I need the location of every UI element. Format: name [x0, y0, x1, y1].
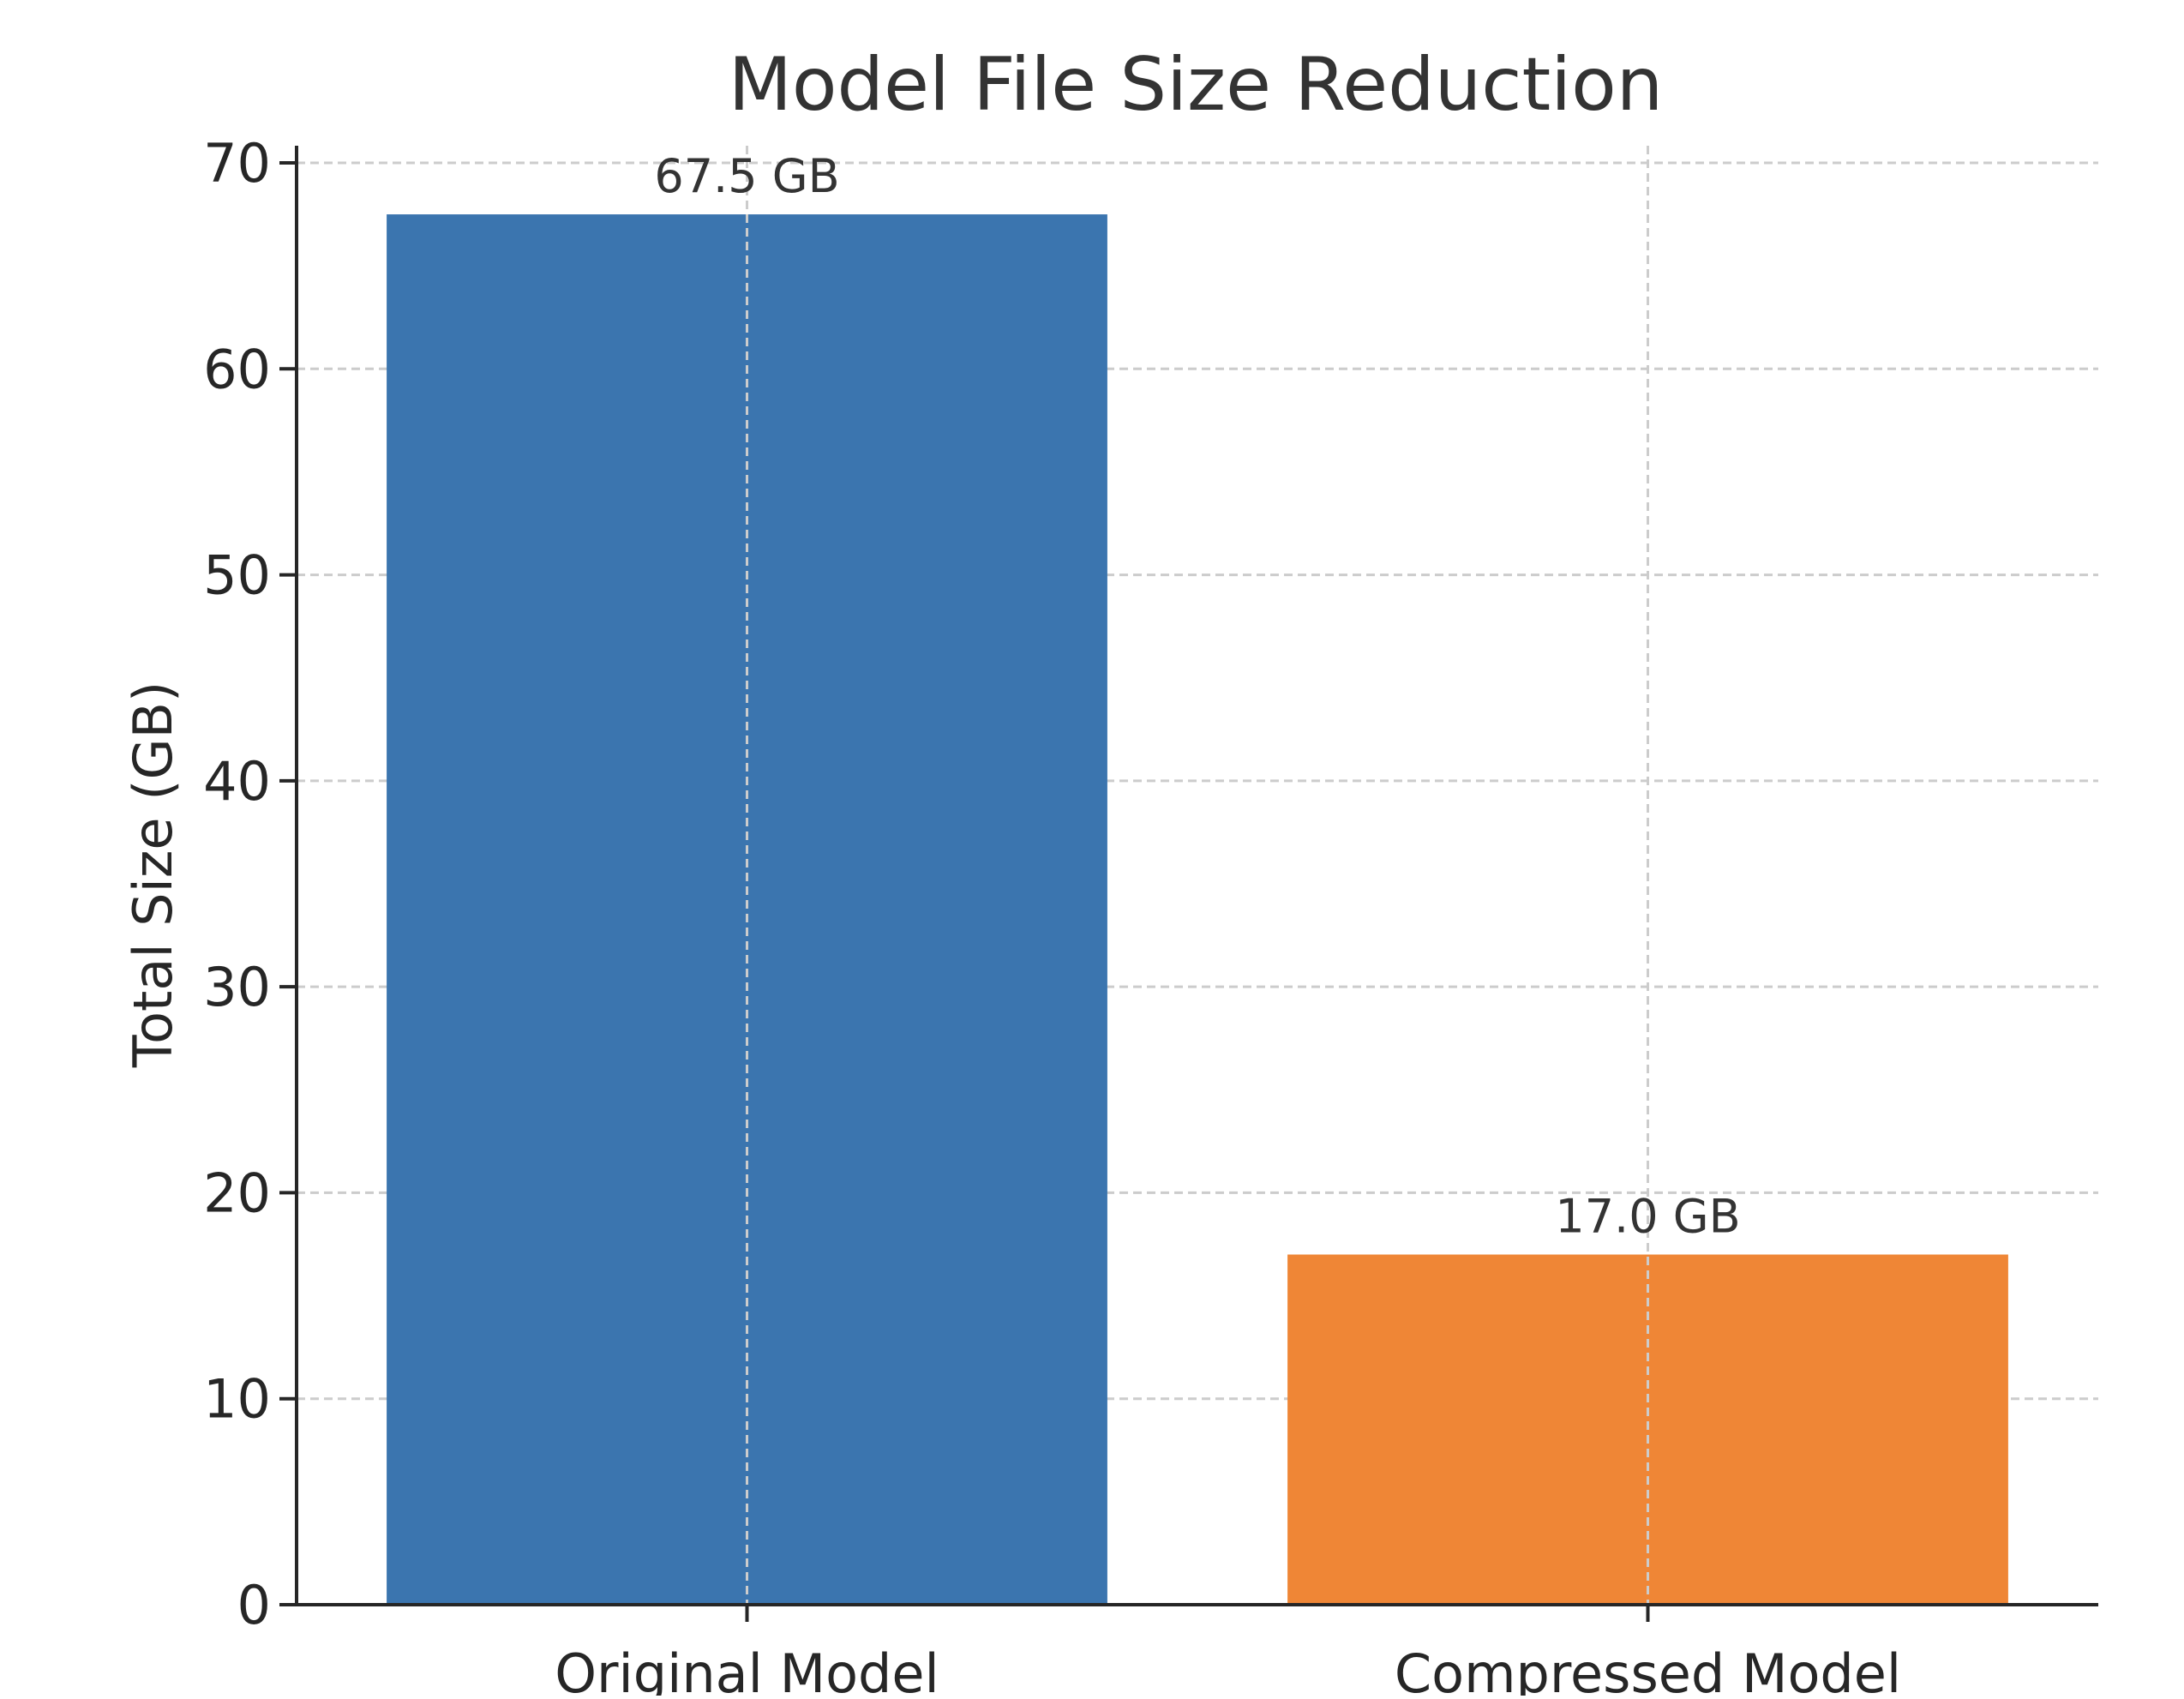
data-labels: 67.5 GB 17.0 GB [654, 149, 1740, 1243]
axes [279, 146, 2098, 1622]
y-tick-label-20: 20 [203, 1162, 271, 1224]
y-tick-label-60: 60 [203, 338, 271, 400]
y-tick-label-10: 10 [203, 1368, 271, 1431]
y-tick-label-0: 0 [237, 1574, 271, 1636]
data-label-1: 17.0 GB [1555, 1190, 1740, 1244]
y-tick-label-70: 70 [203, 132, 271, 195]
tick-labels: 0 10 20 30 40 50 60 70 Original Model Compressed … [203, 132, 1901, 1699]
x-tick-label-0: Original Model [555, 1642, 939, 1696]
y-tick-label-50: 50 [203, 544, 271, 607]
y-axis-label: Total Size (GB) [122, 681, 184, 1068]
y-tick-label-40: 40 [203, 750, 271, 813]
chart-title: Model File Size Reduction [729, 42, 1664, 128]
y-tick-label-30: 30 [203, 956, 271, 1018]
data-label-0: 67.5 GB [654, 149, 839, 203]
x-tick-label-1: Compressed Model [1395, 1642, 1901, 1696]
vertical-grid-lines [746, 146, 1649, 1605]
